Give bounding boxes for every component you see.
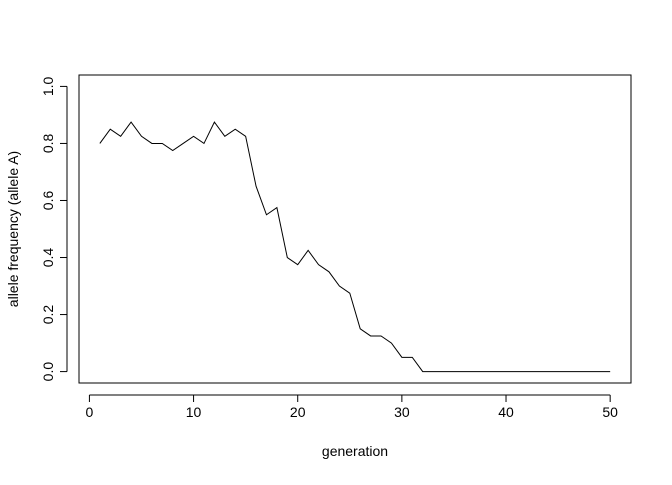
y-tick-label: 0.6 <box>40 191 56 211</box>
x-tick-label: 0 <box>86 404 94 420</box>
y-tick-label: 0.4 <box>40 248 56 268</box>
y-axis: 0.0 0.2 0.4 0.6 0.8 1.0 <box>40 76 68 382</box>
y-tick-label: 0.0 <box>40 362 56 382</box>
x-tick-label: 40 <box>498 404 514 420</box>
x-tick-label: 10 <box>186 404 202 420</box>
y-tick-label: 1.0 <box>40 76 56 96</box>
x-tick-label: 50 <box>602 404 618 420</box>
series-line <box>99 121 611 373</box>
series-layer <box>99 121 611 373</box>
x-tick-label: 30 <box>394 404 410 420</box>
plot-frame <box>78 74 632 384</box>
x-tick-label: 20 <box>290 404 306 420</box>
x-axis: 0 10 20 30 40 50 <box>86 394 618 420</box>
y-axis-label: allele frequency (allele A) <box>5 151 21 307</box>
x-axis-label: generation <box>322 443 388 459</box>
y-tick-label: 0.8 <box>40 134 56 154</box>
y-tick-label: 0.2 <box>40 305 56 325</box>
